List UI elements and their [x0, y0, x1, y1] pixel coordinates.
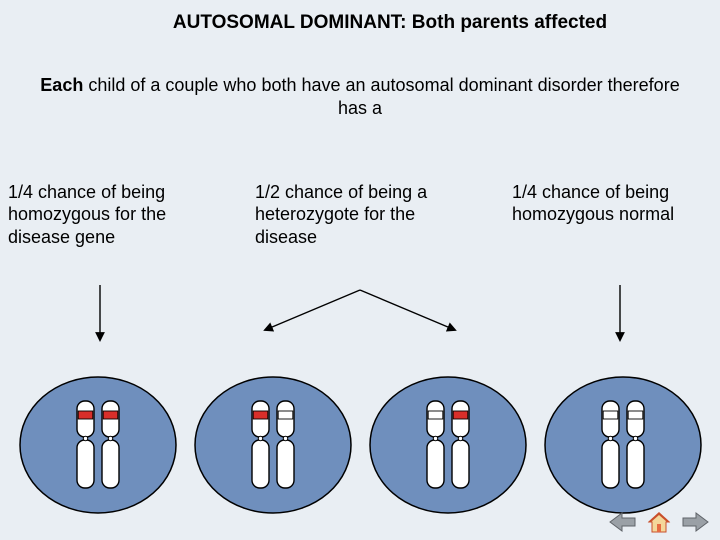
- cell-heterozygote-a: [193, 366, 353, 516]
- column-homozygous-normal: 1/4 chance of being homozygous normal: [512, 181, 712, 249]
- nav-controls: [608, 510, 710, 534]
- probability-columns: 1/4 chance of being homozygous for the d…: [0, 121, 720, 249]
- subtitle-rest: child of a couple who both have an autos…: [83, 75, 679, 118]
- cell-homozygous-normal: [543, 366, 703, 516]
- next-button[interactable]: [682, 511, 710, 533]
- subtitle: Each child of a couple who both have an …: [0, 34, 720, 121]
- subtitle-bold: Each: [40, 75, 83, 95]
- column-homozygous-affected: 1/4 chance of being homozygous for the d…: [8, 181, 208, 249]
- home-button[interactable]: [646, 510, 672, 534]
- page-title: AUTOSOMAL DOMINANT: Both parents affecte…: [0, 0, 720, 34]
- cell-homozygous-affected: [18, 366, 178, 516]
- cell-heterozygote-b: [368, 366, 528, 516]
- column-heterozygote: 1/2 chance of being a heterozygote for t…: [255, 181, 465, 249]
- cells-row: [0, 366, 720, 516]
- prev-button[interactable]: [608, 511, 636, 533]
